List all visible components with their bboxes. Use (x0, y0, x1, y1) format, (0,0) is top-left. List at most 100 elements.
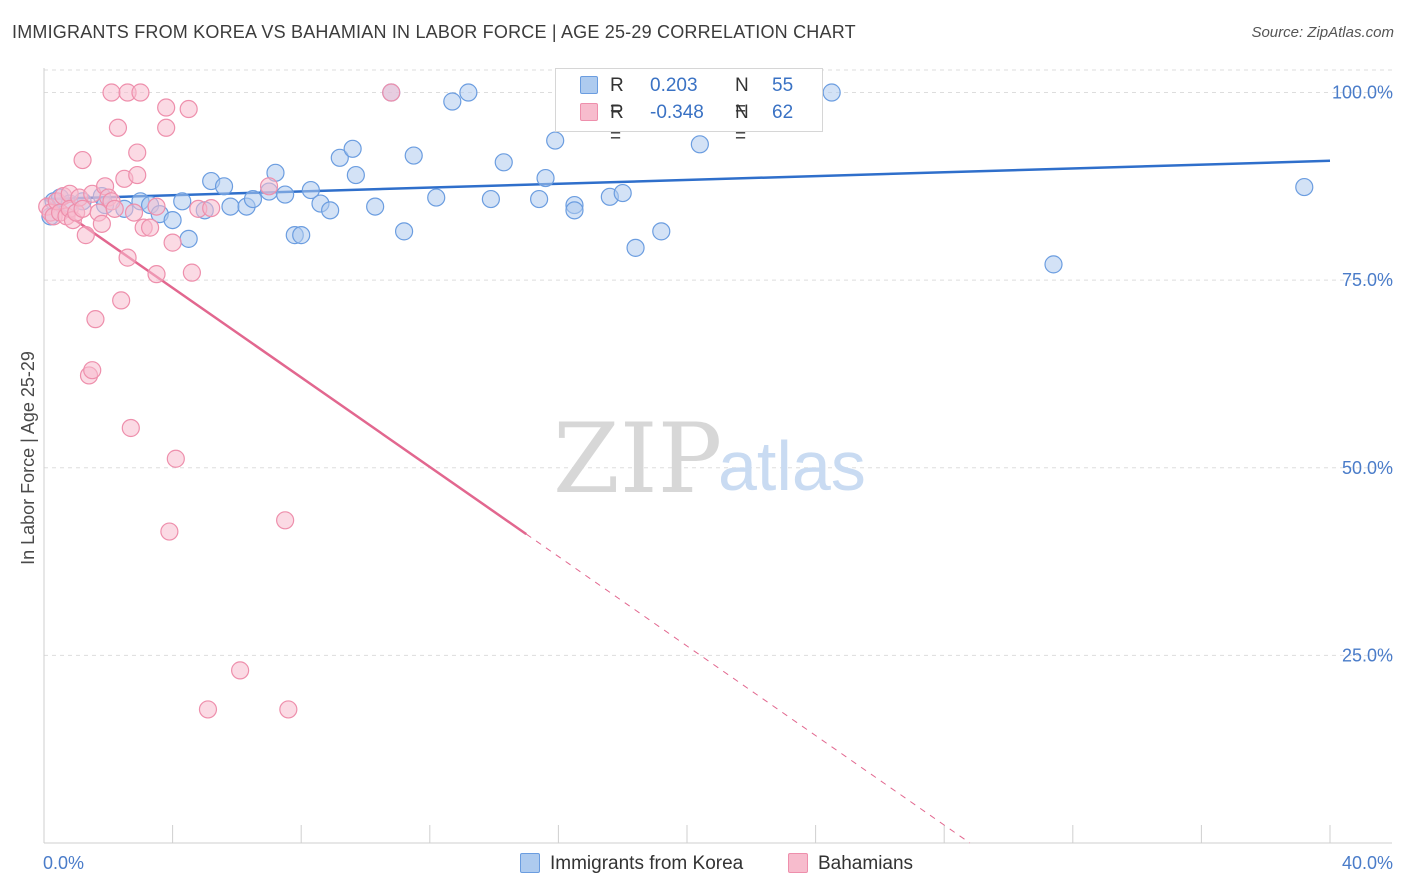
bahamian-point (73, 199, 92, 218)
legend-item-bahamian: Bahamians (788, 852, 913, 876)
korea-point (690, 135, 709, 154)
bahamian-point (279, 700, 298, 719)
y-tick-label: 100.0% (1332, 83, 1393, 103)
korea-point (536, 168, 555, 188)
korea-point (1295, 177, 1314, 197)
korea-point (565, 201, 584, 220)
korea-point (163, 210, 182, 230)
legend-n-label: N = (735, 102, 749, 147)
bahamian-point (179, 99, 198, 119)
bahamian-point (92, 214, 111, 233)
korea-point (1044, 255, 1063, 274)
tick-labels: 25.0% 50.0% 75.0% 100.0% 0.0% 40.0% (43, 83, 1393, 873)
korea-point (481, 189, 500, 209)
bahamian-point (157, 118, 176, 137)
korea-point (173, 192, 192, 211)
bahamian-point (118, 248, 137, 267)
korea-point (292, 226, 311, 245)
bahamian-point (83, 361, 102, 380)
bahamian-point (76, 226, 95, 245)
korea-swatch (580, 76, 598, 94)
korea-point (652, 222, 671, 241)
korea-point (394, 222, 414, 241)
korea-swatch (520, 853, 540, 873)
korea-point (214, 177, 234, 196)
bahamian-point (147, 197, 166, 216)
bahamian-point (160, 522, 179, 541)
bahamian-point (198, 700, 218, 719)
watermark-zip: ZIP (553, 403, 722, 515)
legend-r-value: -0.348 (650, 102, 704, 123)
bahamian-swatch (788, 853, 808, 873)
legend-item-korea: Immigrants from Korea (520, 852, 743, 876)
korea-point (346, 165, 365, 185)
bahamian-swatch (580, 103, 598, 121)
legend-n-value: 62 (772, 102, 794, 123)
watermark: ZIP atlas (553, 403, 866, 515)
bahamian-point (157, 98, 176, 117)
legend-r-label: R = (610, 75, 624, 120)
korea-point (822, 83, 841, 102)
korea-point (459, 83, 478, 102)
x-tick-label: 0.0% (43, 853, 84, 873)
bahamian-point (86, 310, 105, 329)
legend-r-value: 0.203 (650, 75, 698, 96)
bahamian-point (140, 218, 160, 237)
korea-point (626, 238, 645, 257)
bahamian-point (163, 233, 182, 252)
legend-label-korea: Immigrants from Korea (550, 853, 744, 874)
korea-point (221, 197, 240, 216)
bahamian-point (124, 203, 144, 222)
trend-line-bahamian-extension (525, 533, 971, 844)
legend-n-label: N = (735, 75, 749, 120)
bahamian-point (382, 83, 401, 102)
source-credit: Source: ZipAtlas.com (1251, 24, 1394, 41)
korea-point (443, 92, 462, 111)
bahamian-point (259, 177, 279, 196)
bahamian-point (128, 165, 147, 185)
bahamian-point (276, 511, 295, 530)
korea-point (404, 146, 423, 165)
bahamian-point (108, 118, 128, 137)
watermark-atlas: atlas (718, 427, 866, 505)
bahamian-point (131, 83, 150, 102)
trend-line-korea (43, 159, 1331, 201)
x-tick-label: 40.0% (1342, 853, 1393, 873)
y-tick-label: 50.0% (1342, 458, 1393, 478)
chart-title: IMMIGRANTS FROM KOREA VS BAHAMIAN IN LAB… (12, 22, 856, 42)
bahamian-point (112, 291, 131, 310)
korea-point (330, 148, 349, 167)
korea-point (343, 139, 362, 158)
bahamian-point (128, 143, 147, 162)
bahamian-point (105, 199, 124, 218)
data-points (38, 83, 1314, 719)
bahamian-point (182, 263, 201, 282)
korea-point (366, 197, 385, 216)
gridlines (44, 69, 1392, 656)
bahamian-point (147, 265, 166, 284)
bahamian-point (202, 198, 221, 218)
legend-r-label: R = (610, 102, 624, 147)
korea-point (179, 229, 198, 248)
legend-n-value: 55 (772, 75, 794, 96)
bahamian-point (121, 418, 140, 438)
bahamian-point (73, 150, 92, 170)
y-tick-label: 75.0% (1342, 270, 1393, 290)
korea-point (243, 189, 263, 209)
stats-legend: R = 0.203 N = 55 R = -0.348 N = 62 (555, 68, 823, 147)
bahamian-point (231, 661, 250, 680)
axes (43, 68, 1392, 844)
korea-point (546, 131, 565, 150)
legend-label-bahamian: Bahamians (818, 853, 914, 874)
korea-point (321, 201, 340, 220)
korea-point (613, 183, 632, 203)
bahamian-point (166, 449, 185, 468)
korea-point (530, 189, 549, 209)
korea-point (276, 185, 295, 204)
korea-point (494, 153, 513, 172)
y-axis-label: In Labor Force | Age 25-29 (18, 351, 38, 565)
korea-point (427, 188, 446, 207)
y-tick-label: 25.0% (1342, 645, 1393, 665)
trend-line-bahamian (43, 197, 527, 536)
